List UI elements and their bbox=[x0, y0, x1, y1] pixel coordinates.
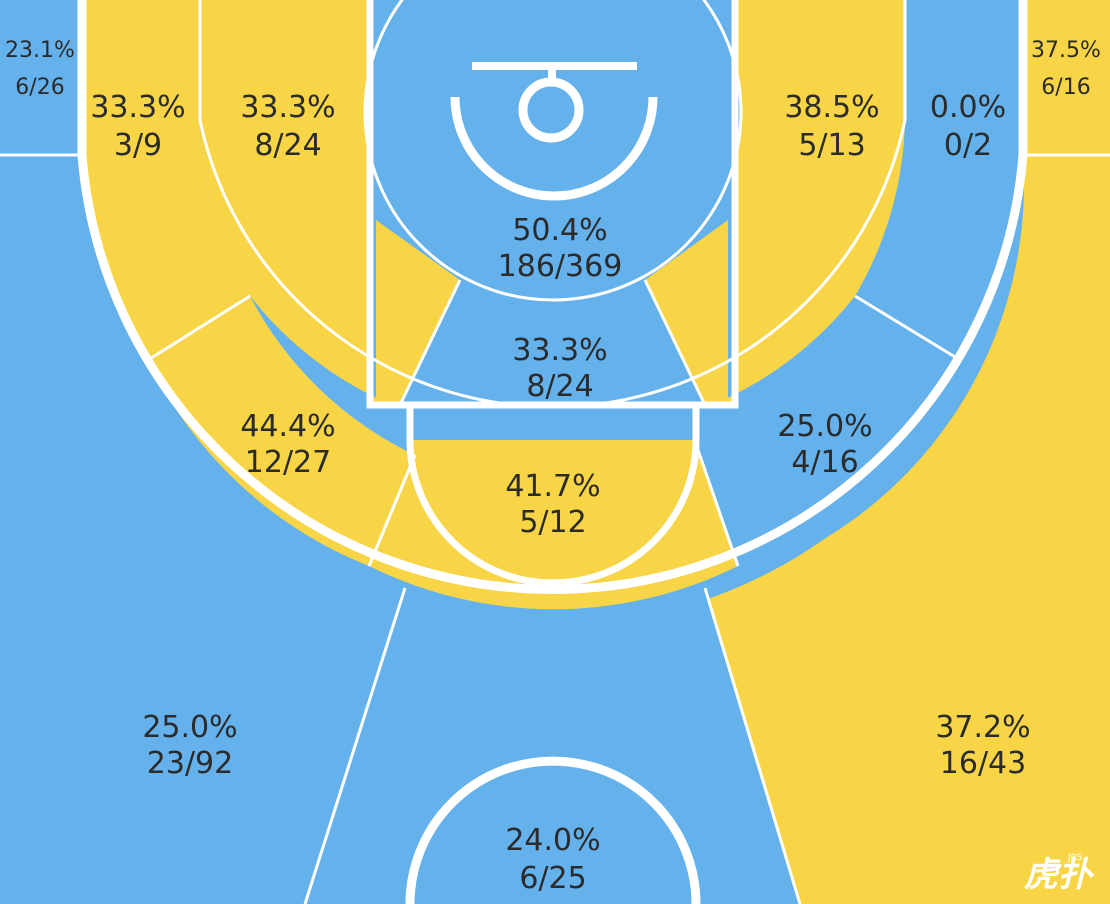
label-corner-left-frac: 6/26 bbox=[15, 75, 64, 100]
label-restricted-area-frac: 186/369 bbox=[498, 249, 623, 284]
label-short-right-baseline-pct: 38.5% bbox=[784, 90, 879, 125]
label-mid-left-baseline-frac: 3/9 bbox=[114, 128, 162, 163]
label-mid-right-wing-frac: 4/16 bbox=[791, 445, 858, 480]
label-corner-right-pct: 37.5% bbox=[1031, 38, 1101, 63]
label-three-right-wing-pct: 37.2% bbox=[935, 710, 1030, 745]
label-three-top-frac: 6/25 bbox=[519, 861, 586, 896]
zone-corner-right bbox=[1023, 0, 1110, 155]
label-short-left-baseline-pct: 33.3% bbox=[240, 90, 335, 125]
label-short-left-baseline-frac: 8/24 bbox=[254, 128, 321, 163]
zone-mid-left-baseline bbox=[82, 0, 250, 360]
zone-short-left-baseline bbox=[200, 0, 392, 405]
label-mid-top-pct: 41.7% bbox=[505, 469, 600, 504]
label-mid-right-baseline-frac: 0/2 bbox=[944, 128, 992, 163]
zone-labels: 23.1% 6/26 37.5% 6/16 33.3% 3/9 33.3% 8/… bbox=[5, 38, 1101, 896]
watermark-sup: JRS bbox=[1067, 853, 1083, 863]
label-mid-left-baseline-pct: 33.3% bbox=[90, 90, 185, 125]
label-restricted-area-pct: 50.4% bbox=[512, 213, 607, 248]
label-three-top-pct: 24.0% bbox=[505, 823, 600, 858]
label-three-left-wing-frac: 23/92 bbox=[147, 746, 233, 781]
label-mid-right-wing-pct: 25.0% bbox=[777, 409, 872, 444]
label-mid-top-frac: 5/12 bbox=[519, 505, 586, 540]
watermark-text: 虎扑 bbox=[1024, 855, 1095, 895]
label-mid-left-wing-frac: 12/27 bbox=[245, 445, 331, 480]
label-short-right-baseline-frac: 5/13 bbox=[798, 128, 865, 163]
label-paint-frac: 8/24 bbox=[526, 369, 593, 404]
zone-ft-circle bbox=[410, 440, 696, 583]
label-paint-pct: 33.3% bbox=[512, 333, 607, 368]
label-mid-left-wing-pct: 44.4% bbox=[240, 409, 335, 444]
zone-mid-left-wing bbox=[148, 296, 415, 566]
zone-paint-right-strip bbox=[645, 220, 728, 405]
label-three-right-wing-frac: 16/43 bbox=[940, 746, 1026, 781]
label-corner-left-pct: 23.1% bbox=[5, 38, 75, 63]
zone-paint-left-strip bbox=[376, 220, 460, 405]
zone-short-right-baseline bbox=[712, 0, 905, 405]
label-three-left-wing-pct: 25.0% bbox=[142, 710, 237, 745]
zone-three-right-wing bbox=[705, 155, 1110, 904]
label-mid-right-baseline-pct: 0.0% bbox=[930, 90, 1006, 125]
label-corner-right-frac: 6/16 bbox=[1041, 75, 1090, 100]
hupu-watermark: 虎扑 JRS bbox=[1024, 853, 1095, 895]
zone-restricted-area bbox=[365, 0, 741, 300]
